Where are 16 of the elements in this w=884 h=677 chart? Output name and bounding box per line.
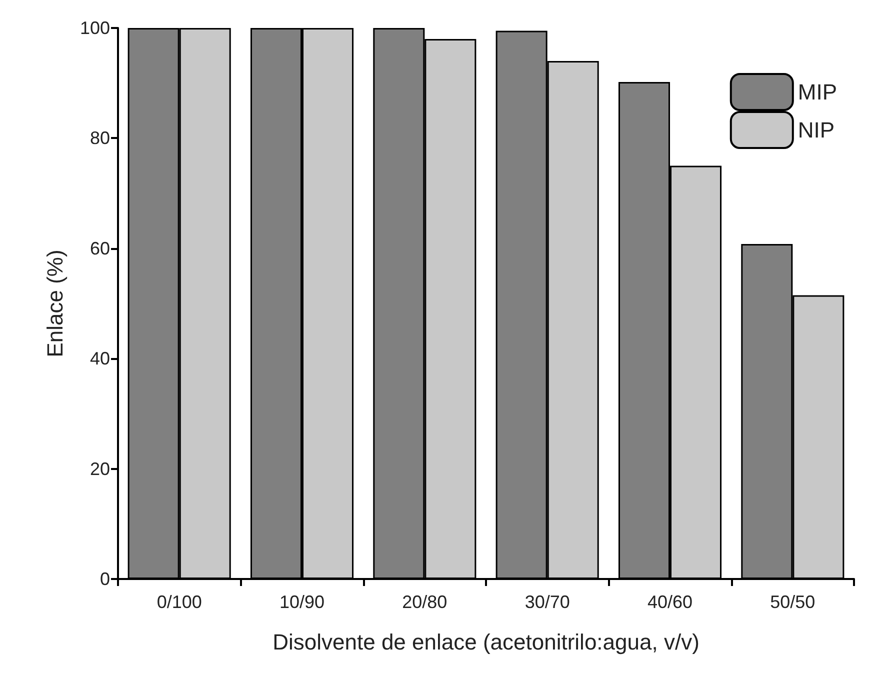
x-tick-label: 0/100 [156, 592, 202, 612]
x-tick-label: 30/70 [524, 592, 570, 612]
y-tick-label: 40 [90, 348, 110, 369]
y-tick-label: 20 [90, 458, 110, 479]
legend-label: NIP [798, 118, 835, 142]
x-tick-label: 50/50 [770, 592, 816, 612]
y-axis-title: Enlace (%) [42, 250, 68, 358]
y-tick-label: 60 [90, 238, 110, 258]
x-axis-title: Disolvente de enlace (acetonitrilo:agua, v/v) [272, 630, 700, 654]
x-tick-label: 40/60 [647, 592, 693, 612]
legend-label: MIP [798, 80, 838, 104]
y-tick-label: 0 [100, 569, 110, 589]
y-tick-label: 80 [90, 128, 110, 148]
x-tick-label: 20/80 [402, 592, 448, 612]
y-tick-label: 100 [80, 18, 110, 38]
x-tick-label: 10/90 [279, 592, 325, 612]
